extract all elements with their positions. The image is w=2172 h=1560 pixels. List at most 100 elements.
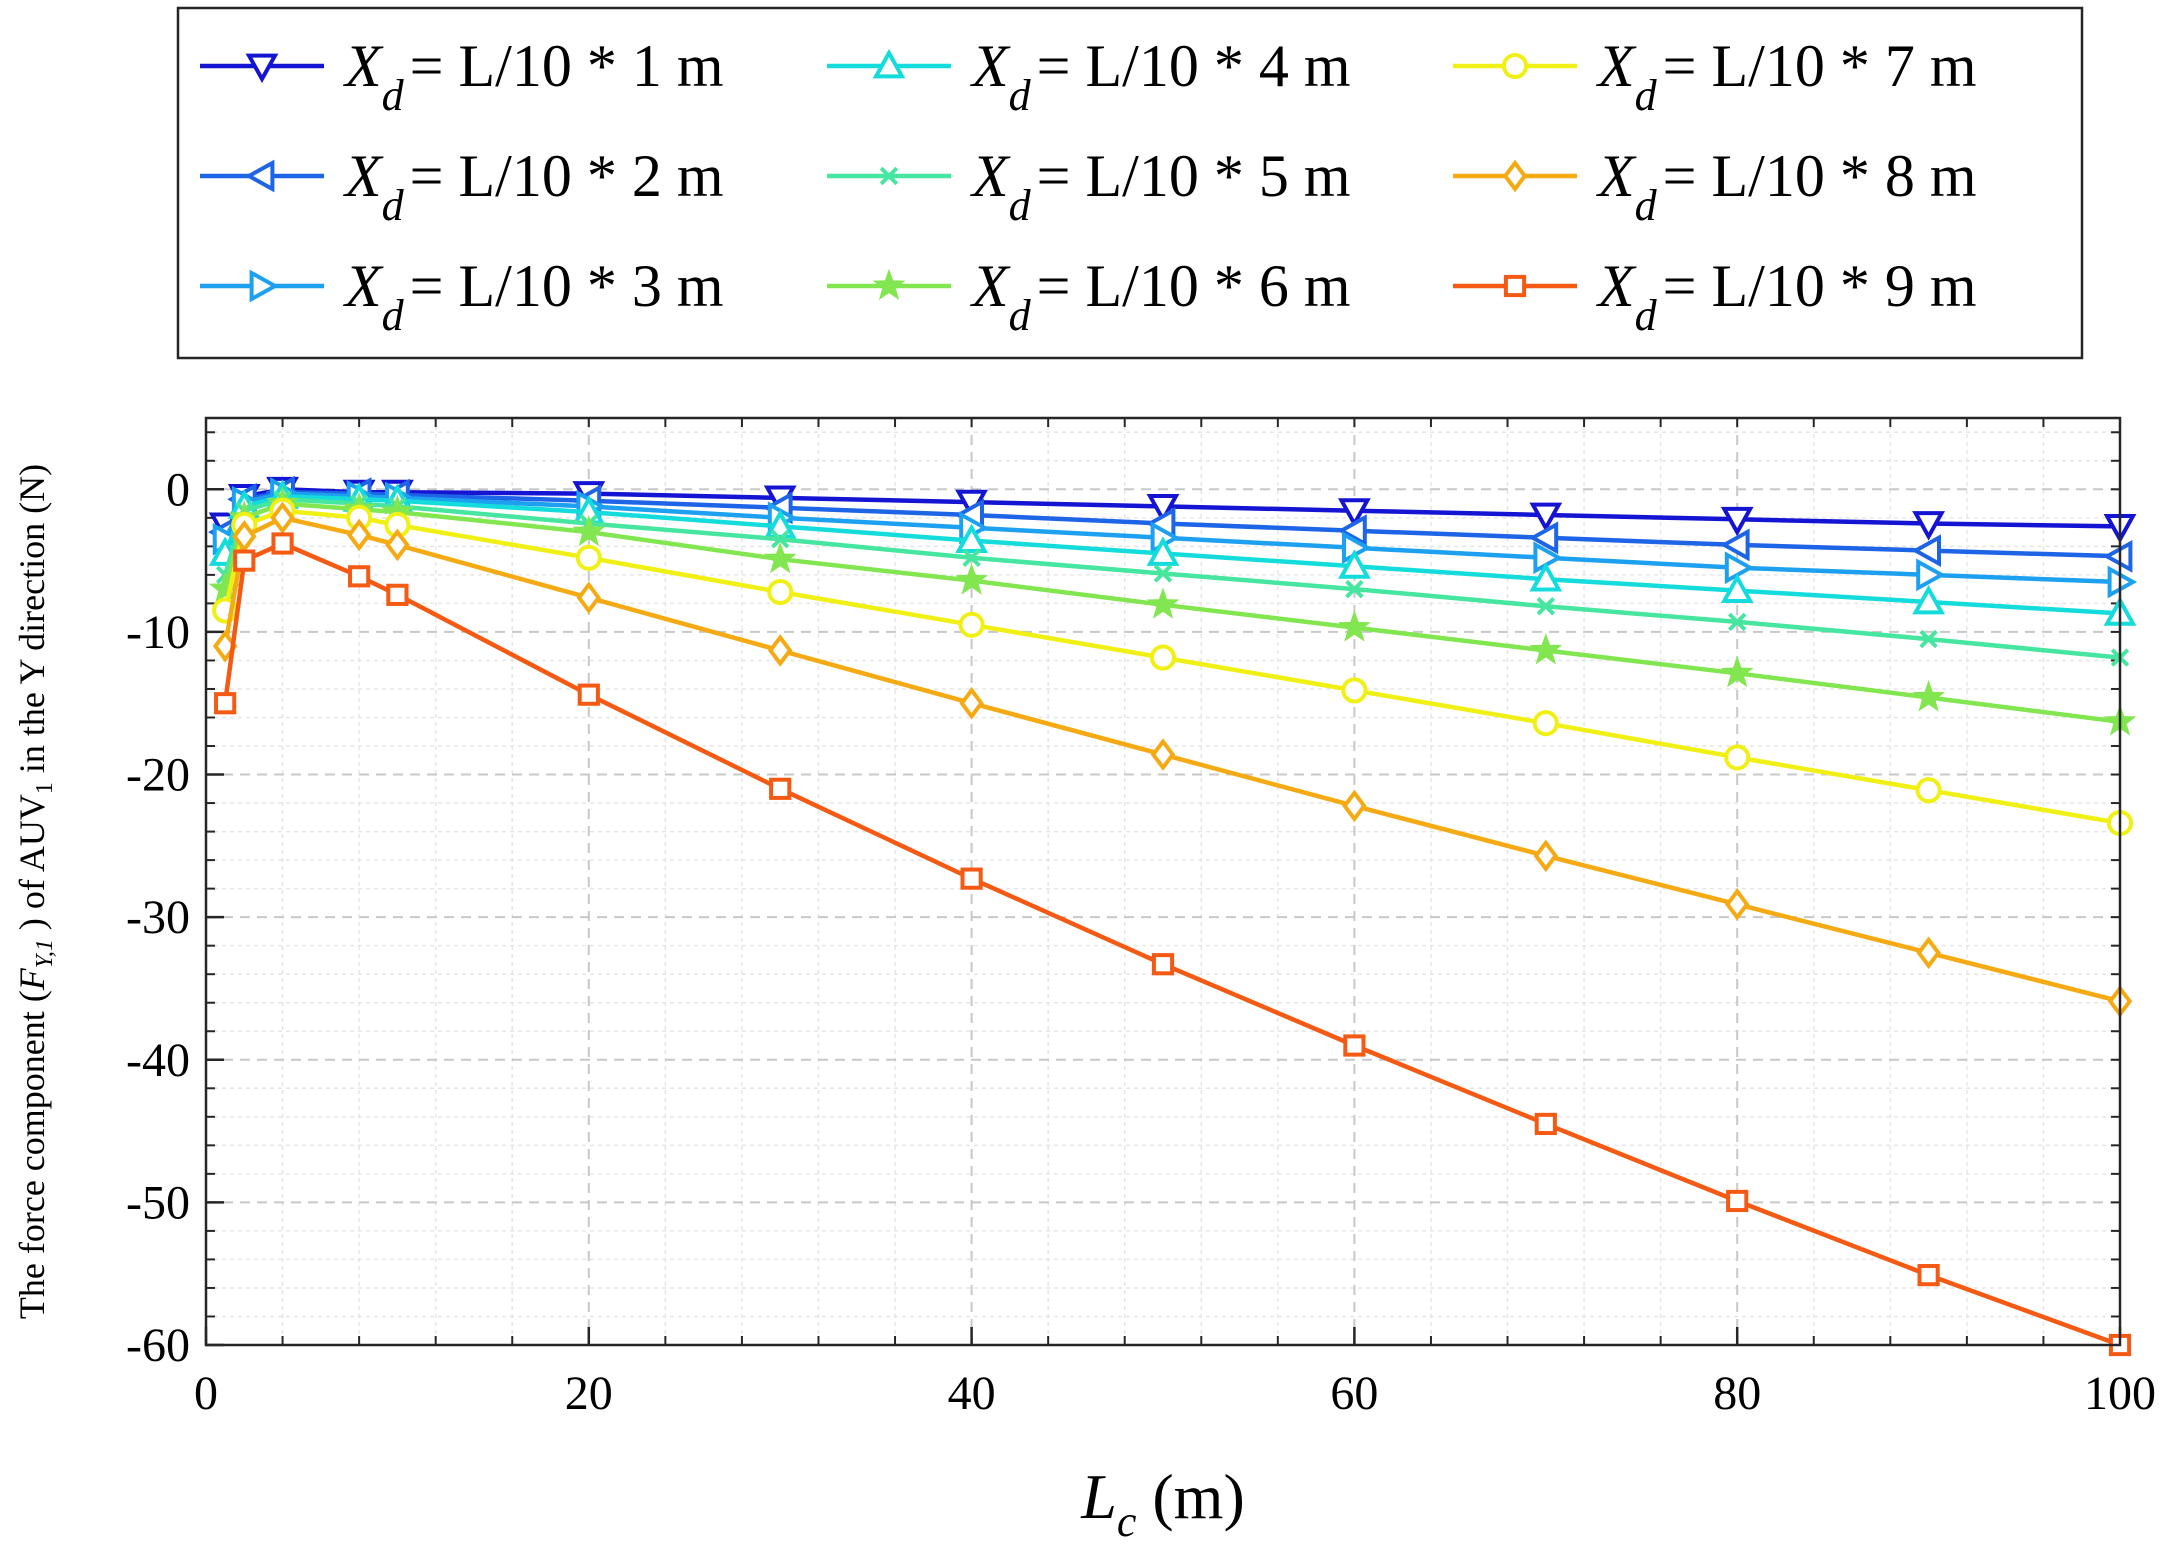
- legend: Xd = L/10 * 1 m Xd = L/10 * 2 m Xd = L/10 * 3…: [176, 6, 2084, 360]
- legend-marker: [872, 48, 906, 79]
- series-2-point: [1528, 521, 1559, 555]
- series-5-point: [1727, 612, 1747, 632]
- series-9-point: [348, 565, 371, 588]
- legend-item-5: Xd = L/10 * 5 m: [827, 143, 1350, 230]
- series-4-line: [223, 494, 2121, 616]
- series-5-point: [1345, 579, 1364, 599]
- series-7-point: [1532, 710, 1559, 737]
- y-tick-label: -50: [126, 1176, 190, 1229]
- legend-label: Xd = L/10 * 1 m: [343, 33, 723, 120]
- series-9: [214, 532, 2132, 1357]
- series-9-point: [960, 867, 983, 890]
- x-tick-label: 100: [2084, 1367, 2156, 1420]
- series-7-point: [1149, 644, 1177, 671]
- y-tick-label: -30: [126, 891, 190, 944]
- series-6-point: [763, 541, 797, 574]
- legend-marker: [879, 166, 899, 186]
- x-tick-label: 60: [1330, 1367, 1378, 1420]
- series-9-point: [1917, 1264, 1940, 1287]
- legend-marker: [249, 269, 280, 303]
- series-9-line: [222, 541, 2121, 1348]
- series-6-point: [1912, 680, 1946, 712]
- series-5-point: [1919, 629, 1938, 649]
- series-9-point: [386, 583, 409, 606]
- y-tick-label: -20: [126, 749, 190, 802]
- x-tick-label: 40: [948, 1367, 996, 1420]
- series-9-point: [1534, 1112, 1557, 1136]
- y-axis-label: The force component (FY,1 ) of AUV1 in t…: [12, 464, 58, 1319]
- legend-item-2: Xd = L/10 * 2 m: [200, 143, 723, 230]
- legend-item-8: Xd = L/10 * 8 m: [1453, 143, 1976, 230]
- series-8-point: [1916, 936, 1941, 970]
- axes-box: [204, 416, 2122, 1347]
- series-5-point: [1536, 597, 1556, 616]
- series-9-point: [214, 692, 237, 715]
- series-9-point: [577, 683, 600, 706]
- legend-item-4: Xd = L/10 * 4 m: [827, 33, 1350, 120]
- series-9-point: [233, 549, 256, 572]
- legend-item-3: Xd = L/10 * 3 m: [200, 253, 723, 340]
- plot-area: 0 20 40 60 80 100 0 -10 -20 -30 -40 -50 -60: [126, 416, 2156, 1420]
- legend-item-1: Xd = L/10 * 1 m: [200, 33, 723, 120]
- series-1-point: [1720, 506, 1754, 537]
- series-2-point: [1720, 528, 1750, 562]
- series-6-point: [1338, 610, 1371, 642]
- legend-marker: [1503, 274, 1527, 298]
- series-9-point: [1726, 1189, 1749, 1213]
- legend-item-7: Xd = L/10 * 7 m: [1453, 33, 1976, 120]
- series-8-point: [1724, 887, 1750, 921]
- series-1-point: [1146, 494, 1180, 524]
- series-5-point: [770, 530, 790, 549]
- series-group: [208, 475, 2138, 1357]
- legend-item-6: Xd = L/10 * 6 m: [827, 253, 1350, 340]
- series-4-point: [1529, 562, 1563, 592]
- series-8-point: [1150, 738, 1176, 771]
- legend-marker: [872, 268, 906, 300]
- series-2-point: [1911, 534, 1941, 568]
- series-1-point: [1912, 511, 1945, 541]
- series-6-point: [1146, 587, 1180, 619]
- x-tick-label: 80: [1713, 1367, 1761, 1420]
- series-6-point: [1720, 656, 1754, 688]
- legend-label: Xd = L/10 * 8 m: [1596, 143, 1976, 230]
- series-8-point: [1342, 789, 1367, 823]
- x-tick-label: 20: [565, 1367, 613, 1420]
- series-8-point: [270, 501, 295, 535]
- series-6-point: [955, 563, 988, 595]
- y-tick-label: 0: [166, 463, 190, 516]
- y-tick-label: -40: [126, 1034, 190, 1087]
- series-5-point: [1153, 564, 1173, 583]
- series-5-point: [962, 548, 981, 567]
- y-tick-label: -60: [126, 1319, 190, 1372]
- series-6-line: [222, 501, 2121, 725]
- series-4-point: [1146, 536, 1180, 566]
- series-6-point: [1529, 633, 1563, 665]
- series-7-point: [1341, 677, 1368, 704]
- series-8-point: [959, 686, 984, 720]
- series-9-point: [271, 532, 294, 555]
- y-axis-title: The force component (FY,1 ) of AUV1 in t…: [12, 464, 58, 1319]
- legend-label: Xd = L/10 * 4 m: [970, 33, 1350, 120]
- legend-marker: [245, 53, 279, 84]
- series-9-point: [769, 777, 792, 800]
- series-8-point: [576, 581, 602, 615]
- legend-label: Xd = L/10 * 7 m: [1596, 33, 1976, 120]
- y-tick-label: -10: [126, 606, 190, 659]
- series-7-point: [1915, 777, 1942, 804]
- series-2-point: [1337, 514, 1367, 548]
- series-7-point: [958, 611, 985, 638]
- series-7-point: [1724, 744, 1751, 771]
- legend-label: Xd = L/10 * 2 m: [343, 143, 723, 230]
- series-3-point: [1724, 551, 1755, 585]
- series-9-point: [1343, 1034, 1366, 1057]
- legend-marker: [1502, 159, 1528, 193]
- series-4-point: [955, 523, 988, 554]
- x-axis-title: Lc (m): [1080, 1461, 1245, 1546]
- series-6-point: [572, 514, 606, 547]
- legend-label: Xd = L/10 * 6 m: [970, 253, 1350, 340]
- series-8-point: [346, 518, 372, 552]
- series-7: [212, 497, 2134, 837]
- series-3-point: [2107, 565, 2138, 599]
- series-1-point: [1338, 498, 1371, 528]
